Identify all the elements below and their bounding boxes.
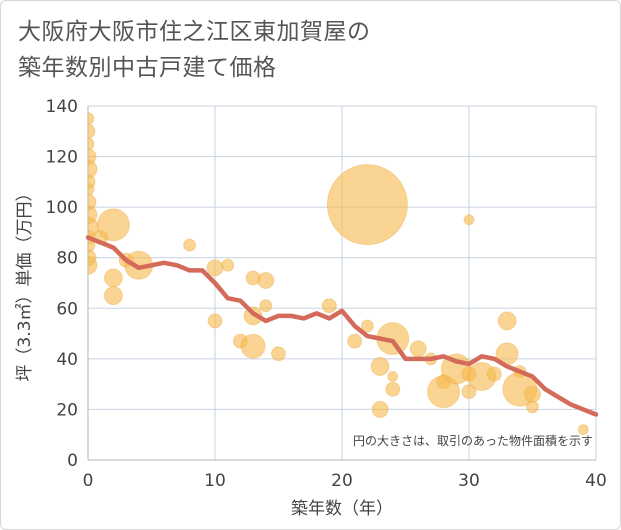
data-bubble (347, 333, 363, 349)
data-bubble (88, 123, 96, 139)
y-tick-label: 40 (56, 350, 78, 370)
x-tick-label: 20 (331, 471, 353, 491)
data-bubble (88, 182, 95, 196)
chart-title-line-2: 築年数別中古戸建て価格 (18, 55, 277, 81)
grid-layer (87, 105, 597, 461)
data-bubble (409, 340, 427, 358)
y-axis-title: 坪（3.3㎡）単価（万円） (15, 184, 35, 381)
average-trend-line (85, 235, 599, 417)
data-bubble (271, 346, 286, 362)
data-bubble (103, 268, 123, 288)
data-bubble (259, 299, 273, 313)
data-bubble (387, 371, 399, 383)
tick-layer: 0 20 40 60 80 100 120 140 0 10 20 30 40 (46, 97, 607, 491)
y-tick-label: 120 (46, 148, 78, 168)
bubble-size-note: 円の大きさは、取引のあった物件面積を示す (353, 433, 593, 448)
y-tick-label: 100 (46, 198, 78, 218)
data-bubble (240, 333, 266, 359)
data-bubble (88, 255, 98, 275)
x-axis-title: 築年数（年） (291, 499, 393, 519)
data-bubble (207, 313, 223, 329)
data-bubble (321, 298, 337, 314)
data-bubble (360, 319, 374, 333)
data-bubble (370, 356, 390, 376)
data-bubble (96, 208, 130, 242)
y-tick-label: 80 (56, 249, 78, 269)
x-tick-label: 10 (204, 471, 226, 491)
data-bubble (524, 385, 541, 403)
data-bubble (497, 311, 517, 331)
bubble-layer (88, 112, 589, 436)
data-bubble (88, 159, 98, 179)
y-tick-label: 60 (56, 299, 78, 319)
x-tick-label: 0 (83, 471, 94, 491)
chart-title: 大阪府大阪市住之江区東加賀屋の 築年数別中古戸建て価格 (18, 14, 371, 86)
chart-title-line-1: 大阪府大阪市住之江区東加賀屋の (18, 19, 371, 45)
data-bubble (486, 366, 502, 382)
x-tick-label: 30 (458, 471, 480, 491)
data-bubble (221, 258, 235, 272)
y-tick-label: 0 (67, 451, 78, 471)
data-bubble (88, 137, 95, 151)
data-bubble (206, 259, 224, 277)
y-tick-label: 140 (46, 97, 78, 117)
trend-layer (85, 235, 599, 417)
data-bubble (385, 381, 401, 397)
data-bubble (463, 214, 475, 226)
data-bubble (326, 164, 408, 246)
data-bubble (183, 238, 197, 252)
y-tick-label: 20 (56, 400, 78, 420)
data-bubble (257, 271, 275, 289)
data-bubble (461, 384, 477, 400)
data-bubble (371, 400, 389, 418)
data-bubble (88, 112, 95, 126)
x-tick-label: 40 (585, 471, 607, 491)
data-bubble (577, 424, 589, 436)
data-bubble (103, 286, 123, 306)
data-bubble (526, 400, 539, 414)
